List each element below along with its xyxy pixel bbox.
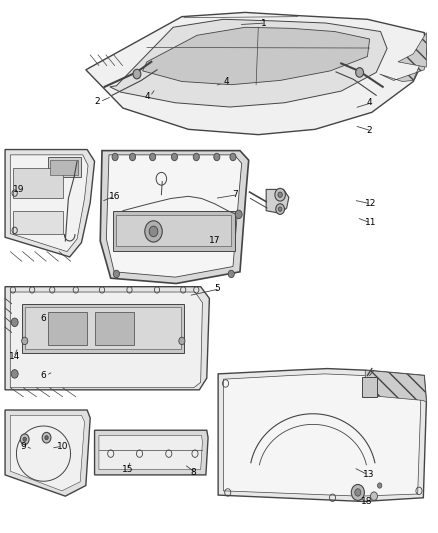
Circle shape [149, 226, 158, 237]
Bar [25, 308, 181, 349]
Text: 5: 5 [215, 284, 220, 293]
Text: 10: 10 [57, 442, 68, 451]
Circle shape [278, 192, 283, 197]
Text: 2: 2 [95, 97, 100, 106]
Polygon shape [110, 19, 387, 107]
Circle shape [21, 337, 28, 345]
Circle shape [11, 318, 18, 327]
Text: 19: 19 [13, 185, 25, 194]
Circle shape [235, 210, 242, 219]
Bar [95, 312, 134, 345]
Polygon shape [398, 33, 426, 67]
Bar [117, 215, 231, 246]
Circle shape [275, 188, 286, 201]
Text: 18: 18 [361, 497, 372, 506]
Bar [48, 312, 87, 345]
Text: 2: 2 [367, 126, 372, 135]
Bar [13, 167, 63, 198]
Circle shape [179, 337, 185, 345]
Text: 14: 14 [9, 352, 20, 361]
Circle shape [378, 483, 382, 488]
Bar [113, 211, 235, 251]
Text: 15: 15 [122, 465, 134, 474]
Polygon shape [95, 430, 208, 475]
Text: 7: 7 [232, 190, 238, 199]
Circle shape [150, 154, 155, 161]
Circle shape [145, 221, 162, 242]
Circle shape [133, 69, 141, 79]
Circle shape [371, 492, 378, 500]
Text: 4: 4 [223, 77, 229, 86]
Circle shape [11, 369, 18, 378]
Polygon shape [5, 287, 209, 390]
Text: 13: 13 [363, 471, 374, 479]
Circle shape [279, 207, 282, 211]
Bar [13, 211, 63, 233]
Text: 4: 4 [145, 92, 150, 101]
Text: 11: 11 [365, 219, 377, 228]
Circle shape [42, 432, 51, 443]
Polygon shape [11, 155, 88, 252]
Circle shape [171, 154, 177, 161]
Text: 17: 17 [209, 237, 221, 246]
Text: 6: 6 [41, 371, 46, 380]
Text: 8: 8 [191, 469, 196, 477]
Text: 16: 16 [109, 192, 120, 201]
Polygon shape [11, 292, 202, 387]
Polygon shape [380, 49, 426, 82]
Text: 9: 9 [20, 442, 26, 451]
Bar [48, 157, 81, 177]
Polygon shape [100, 151, 249, 284]
Bar [21, 304, 184, 353]
Circle shape [113, 270, 120, 278]
Polygon shape [5, 410, 90, 496]
Circle shape [45, 435, 48, 440]
Text: 4: 4 [367, 98, 372, 107]
Text: 12: 12 [365, 199, 377, 208]
Bar [49, 160, 78, 175]
Circle shape [20, 434, 29, 445]
Circle shape [230, 154, 236, 161]
Polygon shape [218, 368, 426, 502]
Polygon shape [86, 12, 426, 135]
Polygon shape [365, 370, 426, 402]
Circle shape [351, 484, 364, 500]
Polygon shape [143, 27, 370, 85]
Circle shape [214, 154, 220, 161]
Text: 1: 1 [261, 19, 266, 28]
Polygon shape [99, 435, 202, 470]
Circle shape [276, 204, 285, 214]
Circle shape [23, 437, 26, 441]
Circle shape [112, 154, 118, 161]
Bar [362, 376, 378, 397]
Polygon shape [106, 155, 242, 277]
Circle shape [356, 68, 364, 77]
Polygon shape [223, 374, 421, 496]
Circle shape [130, 154, 136, 161]
Polygon shape [266, 189, 289, 213]
Polygon shape [11, 415, 85, 491]
Polygon shape [5, 150, 95, 257]
Text: 6: 6 [41, 314, 46, 323]
Circle shape [228, 270, 234, 278]
Circle shape [355, 489, 361, 496]
Circle shape [193, 154, 199, 161]
